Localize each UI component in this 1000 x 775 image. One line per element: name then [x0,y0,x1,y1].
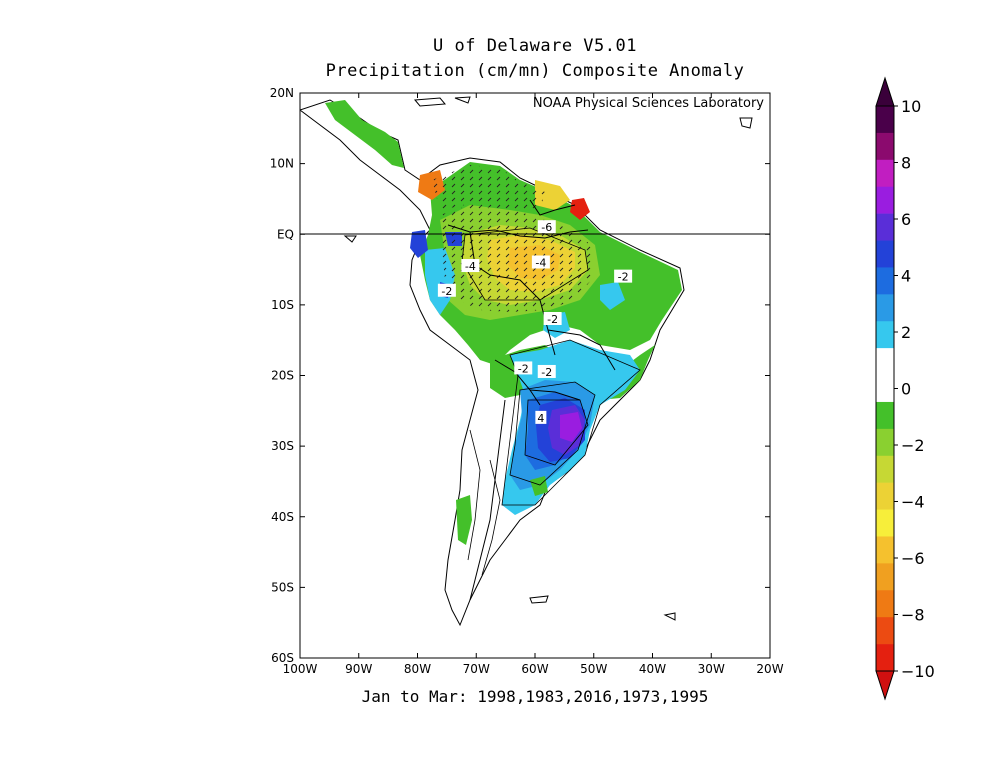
colorbar-swatch [876,159,894,188]
contour-label: -2 [518,362,529,375]
colorbar-swatch [876,644,894,672]
colorbar-swatch [876,240,894,268]
lat-tick-label: 60S [271,651,294,665]
lat-tick-label: 20S [271,369,294,383]
colorbar-swatch [876,348,894,376]
contour-label-bg [535,410,547,424]
colorbar-tick-label: −10 [901,662,935,681]
latitude-axis: 20N 10N EQ 10S 20S 30S 40S 50S 60S [270,86,770,665]
lat-tick-label: 30S [271,439,294,453]
lon-tick-label: 40W [639,662,666,676]
contour-label: -4 [535,257,546,270]
colorbar-swatch [876,482,894,510]
colorbar-tick-label: 2 [901,323,911,342]
contour-label-bg [461,259,480,273]
colorbar-swatch [876,428,894,457]
map-title: U of Delaware V5.01 [433,36,637,56]
map-area [300,96,753,627]
colorbar-tick-label: −4 [901,493,925,512]
composite-years-label: Jan to Mar: 1998,1983,2016,1973,1995 [361,687,709,706]
lat-tick-label: 40S [271,510,294,524]
colorbar-swatch [876,536,894,564]
contour-label: 4 [537,412,544,425]
lon-tick-label: 70W [463,662,490,676]
colorbar-swatch [876,590,894,618]
anomaly-green-central-america [325,100,404,168]
lat-tick-label: 20N [270,86,294,100]
anomaly-blue-ecuador [410,230,428,258]
colorbar-swatch [876,321,894,349]
colorbar-swatch [876,375,894,403]
contour-lines [461,227,641,576]
colorbar-swatch [876,617,894,645]
colorbar-swatch [876,213,894,241]
lon-tick-label: 50W [580,662,607,676]
lon-tick-label: 60W [521,662,548,676]
contour-label: -2 [541,366,552,379]
lon-tick-label: 90W [345,662,372,676]
anomaly-yellow-n [535,180,570,210]
lon-tick-label: 30W [698,662,725,676]
colorbar-arrow-bottom [875,670,895,701]
lon-tick-label: 80W [404,662,431,676]
map-subtitle: Precipitation (cm/mn) Composite Anomaly [325,61,745,81]
contour-label: -4 [465,260,476,273]
colorbar-arrow-top [875,76,895,107]
lon-tick-label: 20W [756,662,783,676]
contour-label: -2 [547,313,558,326]
lat-tick-label: EQ [277,227,294,241]
lat-tick-label: 10N [270,157,294,171]
colorbar-swatch [876,455,894,483]
contour-label-bg [437,283,456,297]
contour-label: -2 [618,271,629,284]
contour-label-bg [514,361,533,375]
anomaly-green-pampa [530,476,548,496]
colorbar-swatch [876,509,894,537]
lat-tick-label: 50S [271,580,294,594]
islands [343,96,753,621]
colorbar-swatch [876,267,894,295]
colorbar-swatch [876,401,894,430]
colorbar: 10 8 6 4 2 0 −2 −4 −6 −8 −10 [875,76,935,701]
colorbar-tick-label: −8 [901,606,925,625]
colorbar-tick-label: 8 [901,154,911,173]
anomaly-purple [560,412,582,442]
lon-tick-label: 100W [283,662,318,676]
significance-stipple-nw [432,165,545,210]
contour-label-bg [614,269,633,283]
lat-tick-label: 10S [271,298,294,312]
contour-label-bg [531,255,550,269]
contour-label: -6 [541,221,552,234]
anomaly-cyan-east [600,282,625,310]
colorbar-swatch [876,294,894,322]
colorbar-tick-label: −6 [901,549,925,568]
contour-labels: -6 -4 -4 -2 -2 -2 -2 -2 4 [437,220,633,425]
contour-label: -2 [441,285,452,298]
contour-label-bg [543,312,562,325]
longitude-axis: 100W 90W 80W 70W 60W 50W 40W 30W 20W [283,93,784,676]
colorbar-swatch [876,186,894,214]
contour-label-bg [537,220,556,234]
colorbar-tick-label: 0 [901,380,911,399]
colorbar-swatch [876,106,894,134]
credit-text: NOAA Physical Sciences Laboratory [533,96,764,111]
colorbar-swatch [876,132,894,161]
anomaly-red [570,198,590,220]
colorbar-tick-label: 4 [901,267,911,286]
colorbar-swatch [876,563,894,591]
contour-label-bg [537,364,556,378]
colorbar-tick-label: 10 [901,97,921,116]
colorbar-tick-label: 6 [901,210,911,229]
anomaly-green-south [456,495,472,545]
colorbar-tick-label: −2 [901,436,925,455]
